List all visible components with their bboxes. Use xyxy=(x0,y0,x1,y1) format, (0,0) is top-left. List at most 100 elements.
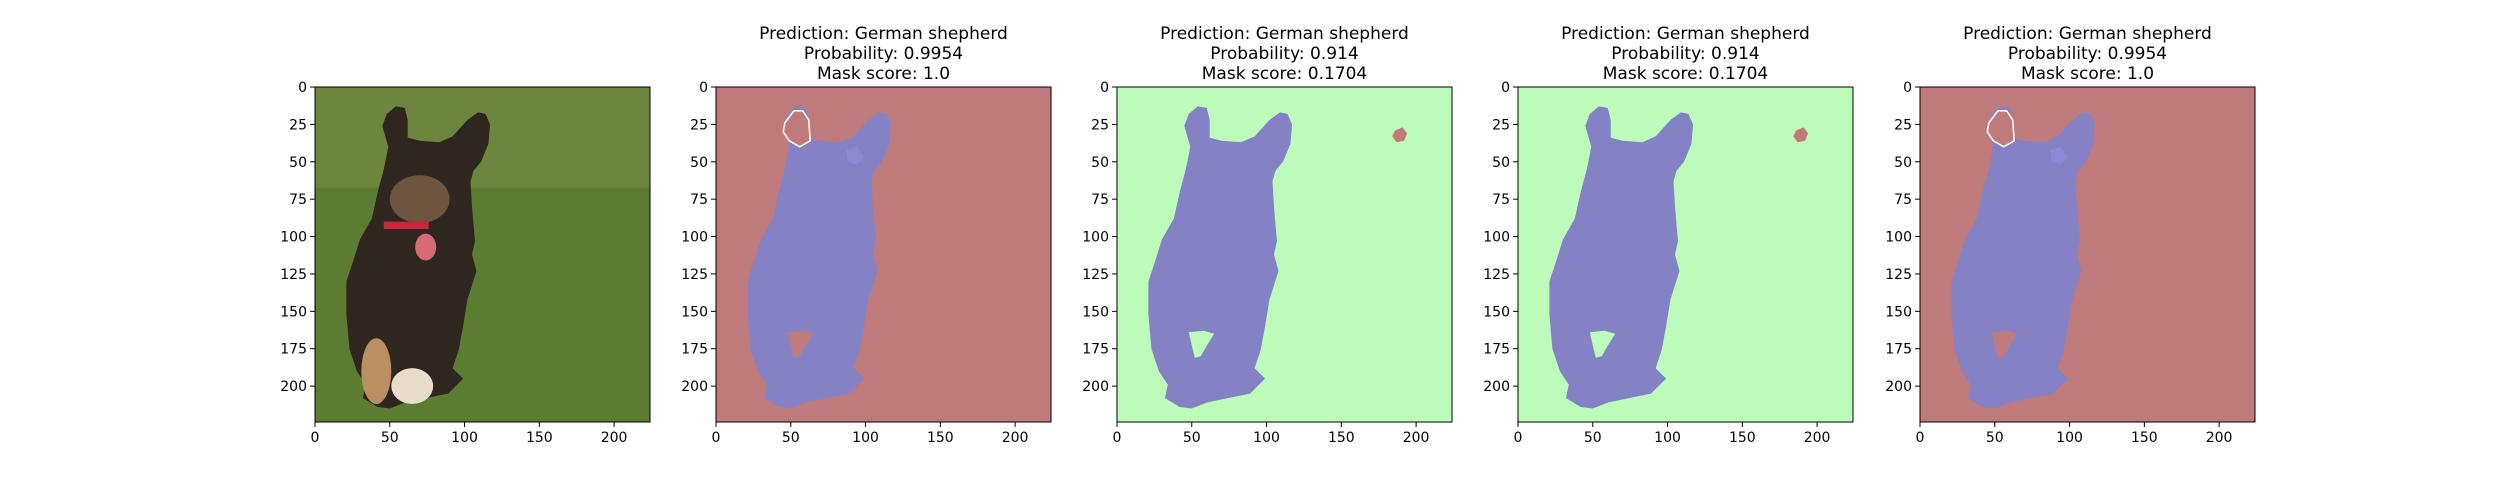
y-tick-label: 150 xyxy=(1885,304,1912,320)
y-tick-label: 75 xyxy=(1492,192,1510,208)
panel-4: 0 50 100 150 200 0 25 50 75 100 125 150 175 200 Predic… xyxy=(1483,24,1854,446)
y-tick-label: 0 xyxy=(1100,80,1109,96)
y-tick-label: 150 xyxy=(681,304,708,320)
dog-paw xyxy=(391,368,434,405)
x-tick-label: 150 xyxy=(1729,430,1756,446)
x-tick-label: 50 xyxy=(381,430,399,446)
y-tick-label: 175 xyxy=(1082,342,1109,358)
y-tick-label: 0 xyxy=(298,80,307,96)
dog-mask-region xyxy=(1951,106,2095,409)
y-tick-label: 100 xyxy=(1483,230,1510,246)
y-tick-label: 200 xyxy=(1483,379,1510,395)
leg-gap-patch xyxy=(1188,330,1215,358)
y-tick-label: 125 xyxy=(1885,267,1912,283)
dog-body xyxy=(346,106,490,409)
axes-frame xyxy=(715,86,1052,423)
panel-3: 0 50 100 150 200 0 25 50 75 100 125 150 175 200 Predic… xyxy=(1082,24,1453,446)
dog-mask-region xyxy=(1549,106,1693,409)
x-tick-label: 200 xyxy=(601,430,628,446)
axes-frame xyxy=(1517,86,1854,423)
panel-title-line: Prediction: German shepherd xyxy=(759,24,1008,44)
panel-image xyxy=(315,87,650,422)
y-tick-label: 175 xyxy=(1483,342,1510,358)
stray-blob xyxy=(1793,127,1809,143)
panel-image xyxy=(1518,87,1853,422)
panel-title-line: Mask score: 0.1704 xyxy=(1202,64,1367,84)
eye-highlight xyxy=(2050,146,2069,165)
dog-tongue xyxy=(415,233,437,261)
leg-gap-patch xyxy=(1991,330,2018,358)
y-tick-label: 75 xyxy=(1091,192,1109,208)
x-tick-label: 150 xyxy=(526,430,553,446)
y-tick-label: 200 xyxy=(681,379,708,395)
y-tick-label: 125 xyxy=(681,267,708,283)
panel-title-line: Probability: 0.914 xyxy=(1611,44,1759,64)
axes-frame xyxy=(1919,86,2256,423)
x-tick-label: 0 xyxy=(1916,430,1925,446)
y-tick-label: 50 xyxy=(289,155,307,171)
y-tick-label: 25 xyxy=(289,117,307,133)
y-tick-label: 0 xyxy=(699,80,708,96)
x-tick-label: 100 xyxy=(852,430,879,446)
panel-image xyxy=(1117,87,1452,422)
dog-collar xyxy=(383,221,429,230)
x-tick-label: 0 xyxy=(1113,430,1122,446)
x-tick-label: 50 xyxy=(1986,430,2004,446)
dog-face xyxy=(389,175,450,224)
x-tick-label: 100 xyxy=(1654,430,1681,446)
panel-title-line: Probability: 0.9954 xyxy=(2008,44,2167,64)
ear-background-patch xyxy=(782,110,811,148)
dog-mask-region xyxy=(747,106,891,409)
y-tick-label: 50 xyxy=(690,155,708,171)
stray-blob xyxy=(1392,127,1408,143)
y-tick-label: 25 xyxy=(1091,117,1109,133)
y-tick-label: 100 xyxy=(280,230,307,246)
y-tick-label: 150 xyxy=(1082,304,1109,320)
y-tick-label: 125 xyxy=(1483,267,1510,283)
x-tick-label: 50 xyxy=(782,430,800,446)
panel-image xyxy=(1920,87,2255,422)
panel-1: 0 50 100 150 200 0 25 50 75 100 125 150 175 200 xyxy=(280,80,651,446)
panel-title-line: Mask score: 0.1704 xyxy=(1603,64,1768,84)
leg-gap-patch xyxy=(1589,330,1616,358)
y-tick-label: 200 xyxy=(1082,379,1109,395)
panel-title-line: Mask score: 1.0 xyxy=(2021,64,2154,84)
ear-background-patch xyxy=(1986,110,2015,148)
y-tick-label: 50 xyxy=(1091,155,1109,171)
x-tick-label: 100 xyxy=(1253,430,1280,446)
panel-5: 0 50 100 150 200 0 25 50 75 100 125 150 175 200 Predic… xyxy=(1885,24,2256,446)
y-tick-label: 25 xyxy=(1492,117,1510,133)
axes-frame xyxy=(1116,86,1453,423)
panel-title-line: Probability: 0.9954 xyxy=(804,44,963,64)
y-tick-label: 0 xyxy=(1501,80,1510,96)
dog-front-leg xyxy=(361,338,392,405)
x-tick-label: 0 xyxy=(311,430,320,446)
x-tick-label: 150 xyxy=(1328,430,1355,446)
y-tick-label: 150 xyxy=(1483,304,1510,320)
leg-gap-patch xyxy=(787,330,814,358)
y-tick-label: 175 xyxy=(280,342,307,358)
panel-title-line: Prediction: German shepherd xyxy=(1561,24,1810,44)
y-tick-label: 200 xyxy=(1885,379,1912,395)
x-tick-label: 200 xyxy=(1403,430,1430,446)
y-tick-label: 75 xyxy=(1894,192,1912,208)
dog-mask-region xyxy=(1148,106,1292,409)
y-tick-label: 100 xyxy=(681,230,708,246)
x-tick-label: 0 xyxy=(1514,430,1523,446)
x-tick-label: 50 xyxy=(1584,430,1602,446)
axes-frame xyxy=(314,86,651,423)
x-tick-label: 200 xyxy=(1804,430,1831,446)
x-tick-label: 0 xyxy=(712,430,721,446)
y-tick-label: 175 xyxy=(1885,342,1912,358)
y-tick-label: 125 xyxy=(1082,267,1109,283)
x-tick-label: 50 xyxy=(1183,430,1201,446)
y-tick-label: 75 xyxy=(289,192,307,208)
y-tick-label: 25 xyxy=(690,117,708,133)
y-tick-label: 0 xyxy=(1903,80,1912,96)
x-tick-label: 100 xyxy=(451,430,478,446)
panel-title-line: Mask score: 1.0 xyxy=(817,64,950,84)
y-tick-label: 200 xyxy=(280,379,307,395)
y-tick-label: 50 xyxy=(1492,155,1510,171)
y-tick-label: 175 xyxy=(681,342,708,358)
